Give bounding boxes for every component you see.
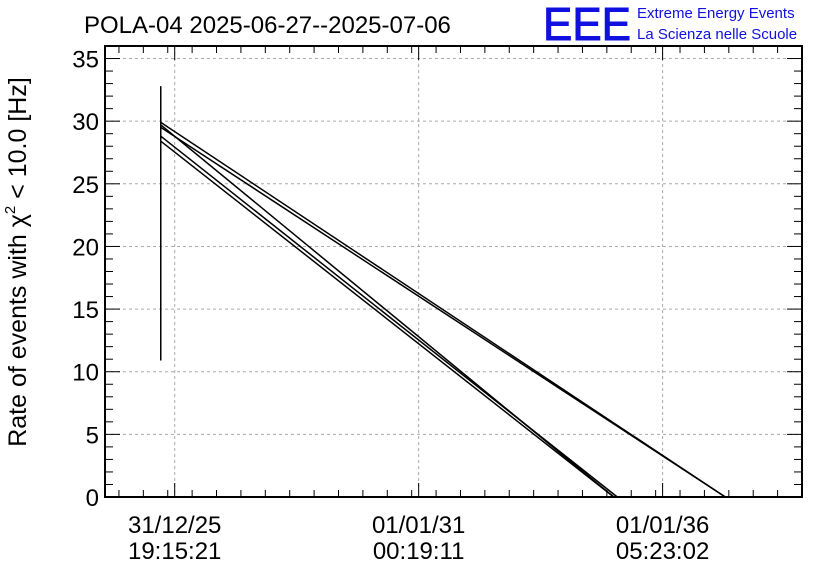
y-axis-label-sup: 2 xyxy=(2,206,19,214)
x-tick-label-time: 19:15:21 xyxy=(128,538,221,565)
x-tick-label-time: 05:23:02 xyxy=(616,538,709,565)
y-tick-label: 15 xyxy=(72,297,99,324)
x-tick-label-date: 01/01/31 xyxy=(372,512,465,539)
y-axis-label-tail: < 10.0 [Hz] xyxy=(4,77,32,206)
plot-frame xyxy=(104,45,803,498)
y-tick-label: 20 xyxy=(72,234,99,261)
y-axis-label: Rate of events with χ2 < 10.0 [Hz] xyxy=(2,77,32,447)
y-tick-label: 30 xyxy=(72,109,99,136)
logo-line1: Extreme Energy Events xyxy=(637,5,795,22)
x-tick-label-date: 01/01/36 xyxy=(616,512,709,539)
logo-letters: EEE xyxy=(543,0,631,50)
y-axis-label-main: Rate of events with χ xyxy=(4,214,32,447)
x-tick-label-date: 31/12/25 xyxy=(128,512,221,539)
grid-layer xyxy=(105,46,802,497)
y-tick-label: 10 xyxy=(72,360,99,387)
series-layer xyxy=(160,86,726,498)
logo-line2: La Scienza nelle Scuole xyxy=(637,26,797,43)
chart-title: POLA-04 2025-06-27--2025-07-06 xyxy=(84,12,451,39)
y-tick-label: 5 xyxy=(86,422,99,449)
series-line-segment-3 xyxy=(160,135,618,498)
eee-logo: EEE Extreme Energy Events La Scienza nel… xyxy=(543,0,798,51)
y-tick-label: 25 xyxy=(72,172,99,199)
y-tick-label: 35 xyxy=(72,47,99,74)
series-line-segment-2 xyxy=(160,140,615,498)
y-tick-label: 0 xyxy=(86,485,99,512)
series-line-segment-5 xyxy=(160,121,726,498)
x-tick-label-time: 00:19:11 xyxy=(373,538,465,565)
